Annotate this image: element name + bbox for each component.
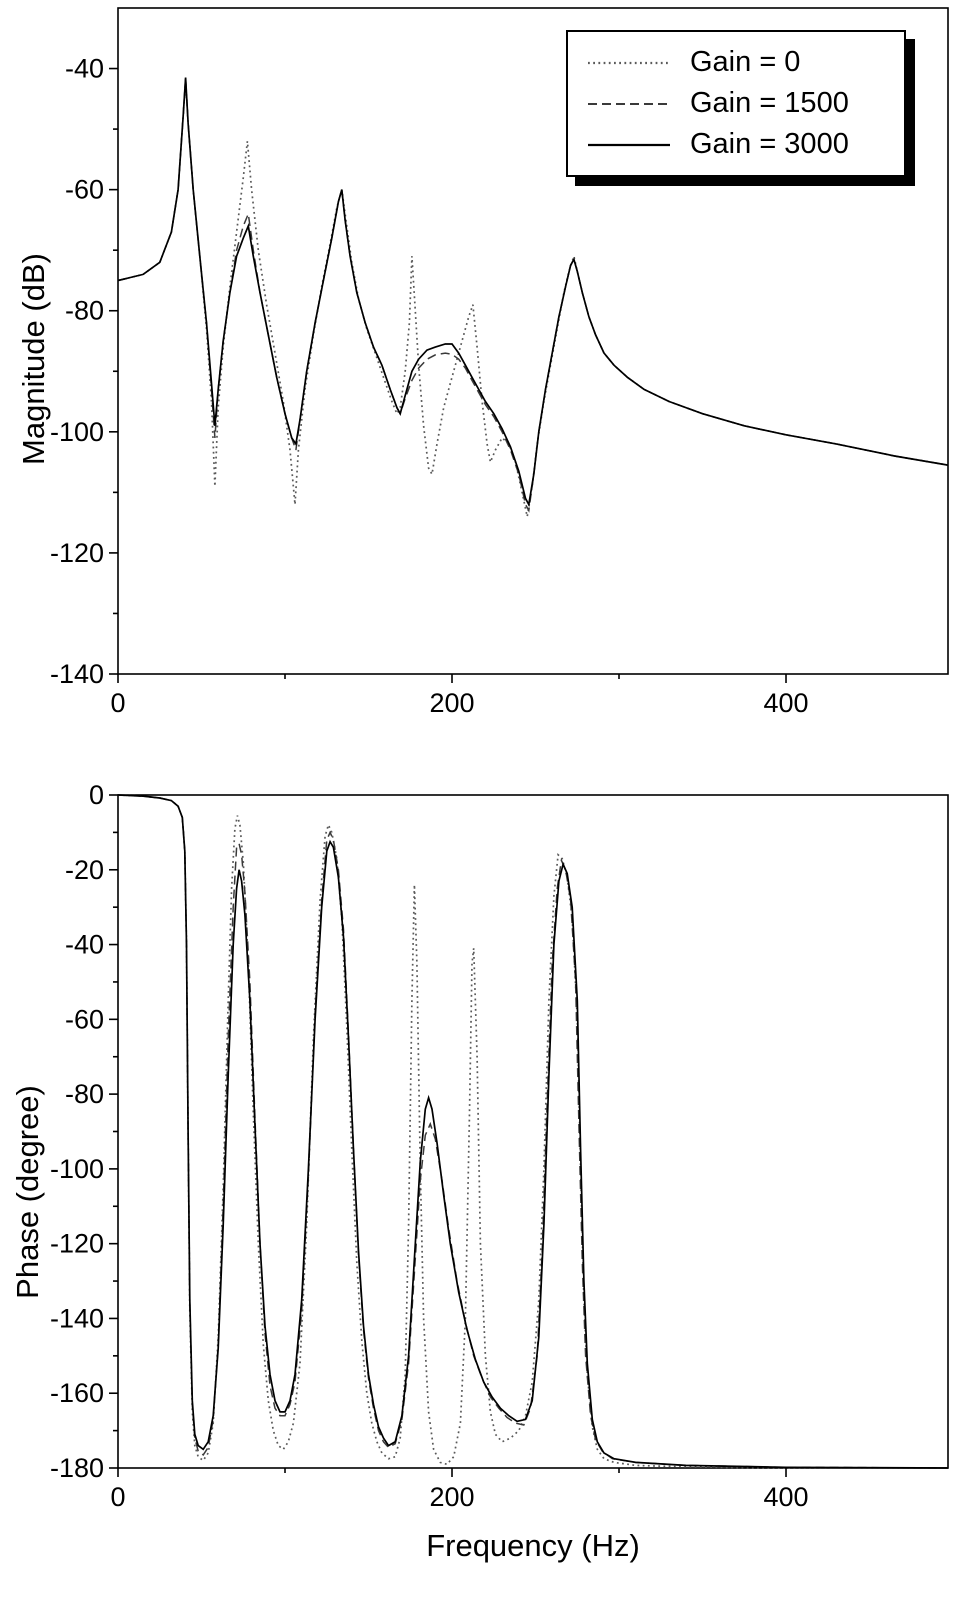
legend-label-gain-1500: Gain = 1500 [690, 87, 849, 119]
svg-text:-100: -100 [50, 1154, 104, 1184]
legend-item-gain-3000: Gain = 3000 [586, 124, 886, 165]
svg-text:400: 400 [763, 1482, 808, 1512]
svg-text:-60: -60 [65, 1004, 104, 1034]
legend-label-gain-3000: Gain = 3000 [690, 128, 849, 160]
svg-text:0: 0 [110, 688, 125, 718]
dotted-line-sample-icon [588, 61, 670, 64]
svg-text:-120: -120 [50, 1229, 104, 1259]
svg-text:0: 0 [110, 1482, 125, 1512]
svg-text:-80: -80 [65, 1079, 104, 1109]
legend-item-gain-1500: Gain = 1500 [586, 83, 886, 124]
svg-text:0: 0 [89, 780, 104, 810]
svg-text:400: 400 [763, 688, 808, 718]
svg-text:-40: -40 [65, 930, 104, 960]
legend-label-gain-0: Gain = 0 [690, 46, 801, 78]
magnitude-axis-label: Magnitude (dB) [16, 253, 51, 465]
svg-text:200: 200 [429, 688, 474, 718]
svg-text:-40: -40 [65, 54, 104, 84]
svg-text:-100: -100 [50, 417, 104, 447]
legend: Gain = 0 Gain = 1500 Gain = 3000 [566, 30, 906, 177]
dashed-line-sample-icon [588, 102, 670, 105]
svg-text:-20: -20 [65, 855, 104, 885]
svg-text:-140: -140 [50, 659, 104, 689]
svg-text:-120: -120 [50, 538, 104, 568]
svg-text:200: 200 [429, 1482, 474, 1512]
legend-item-gain-0: Gain = 0 [586, 42, 886, 83]
svg-text:-140: -140 [50, 1303, 104, 1333]
svg-text:-60: -60 [65, 175, 104, 205]
magnitude-chart: 0 200 400 -40 -60 -80 -100 -120 -140 [50, 7, 949, 718]
phase-axis-label: Phase (degree) [10, 1085, 45, 1299]
svg-text:-80: -80 [65, 296, 104, 326]
svg-text:-180: -180 [50, 1453, 104, 1483]
svg-text:-160: -160 [50, 1378, 104, 1408]
solid-line-sample-icon [588, 143, 670, 146]
phase-chart: 0 200 400 0 -20 -40 -60 -80 -100 -120 -140 -160 -180 [50, 780, 949, 1512]
frequency-axis-label: Frequency (Hz) [426, 1528, 640, 1563]
